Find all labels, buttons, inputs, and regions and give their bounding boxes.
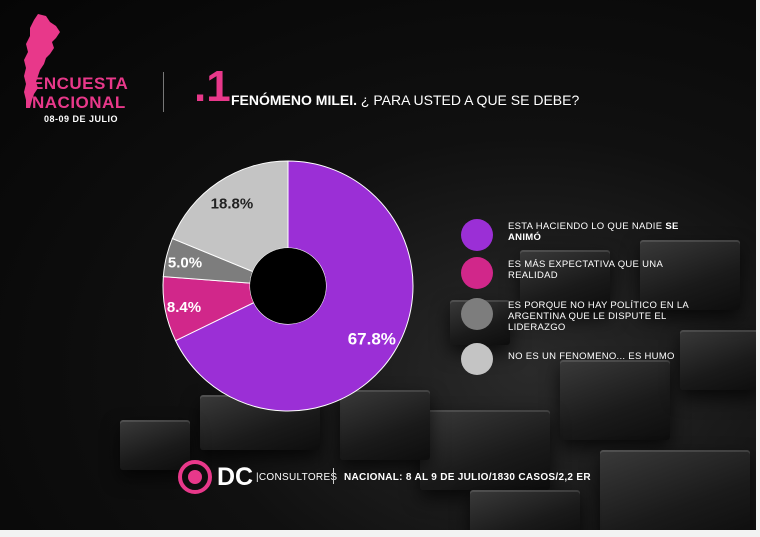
- question-text: ¿ PARA USTED A QUE SE DEBE?: [357, 92, 580, 108]
- question-number: .1: [194, 62, 231, 111]
- legend-label: ESTA HACIENDO LO QUE NADIE SE ANIMÓ: [508, 221, 679, 243]
- slice-value-label: 8.4%: [167, 299, 201, 316]
- bg-cube: [420, 410, 550, 490]
- survey-date: 08-09 DE JULIO: [44, 114, 119, 124]
- legend-label: ES MÁS EXPECTATIVA QUE UNA REALIDAD: [508, 259, 663, 281]
- legend-swatch: [461, 298, 493, 330]
- bg-cube: [470, 490, 580, 530]
- footer-info: NACIONAL: 8 AL 9 DE JULIO/1830 CASOS/2,2…: [344, 472, 591, 483]
- bg-cube: [120, 420, 190, 470]
- bg-cube: [680, 330, 756, 390]
- bg-cube: [340, 390, 430, 460]
- dc-logo-icon: [178, 460, 212, 494]
- footer-brand: DC: [217, 463, 254, 491]
- footer-brand-sub: |CONSULTORES: [256, 472, 338, 483]
- slice-value-label: 67.8%: [348, 329, 396, 348]
- slice-value-label: 5.0%: [168, 255, 202, 272]
- argentina-map-icon: [24, 14, 60, 108]
- header-divider: [163, 72, 164, 112]
- bg-cube: [600, 450, 750, 530]
- legend-item: ES PORQUE NO HAY POLÍTICO EN LA ARGENTIN…: [461, 298, 691, 333]
- footer-separator: [333, 468, 334, 484]
- donut-hole: [250, 248, 326, 324]
- bg-cube: [520, 250, 610, 310]
- legend-item: ESTA HACIENDO LO QUE NADIE SE ANIMÓ: [461, 219, 691, 253]
- legend-label: NO ES UN FENOMENO... ES HUMO: [508, 351, 675, 362]
- brand-title-line2: NACIONAL: [32, 93, 126, 112]
- question-title: FENÓMENO MILEI.: [231, 92, 357, 108]
- legend-item: ES MÁS EXPECTATIVA QUE UNA REALIDAD: [461, 257, 691, 291]
- legend-swatch: [461, 343, 493, 375]
- slice-value-label: 18.8%: [211, 195, 254, 212]
- legend-swatch: [461, 257, 493, 289]
- bg-cube: [560, 360, 670, 440]
- brand-title-line1: ENCUESTA: [32, 74, 129, 93]
- legend-label: ES PORQUE NO HAY POLÍTICO EN LA ARGENTIN…: [508, 300, 689, 333]
- legend-item: NO ES UN FENOMENO... ES HUMO: [461, 343, 691, 377]
- donut-slice: [174, 160, 414, 412]
- legend-swatch: [461, 219, 493, 251]
- question-heading: FENÓMENO MILEI. ¿ PARA USTED A QUE SE DE…: [231, 92, 579, 108]
- bg-cube: [640, 240, 740, 310]
